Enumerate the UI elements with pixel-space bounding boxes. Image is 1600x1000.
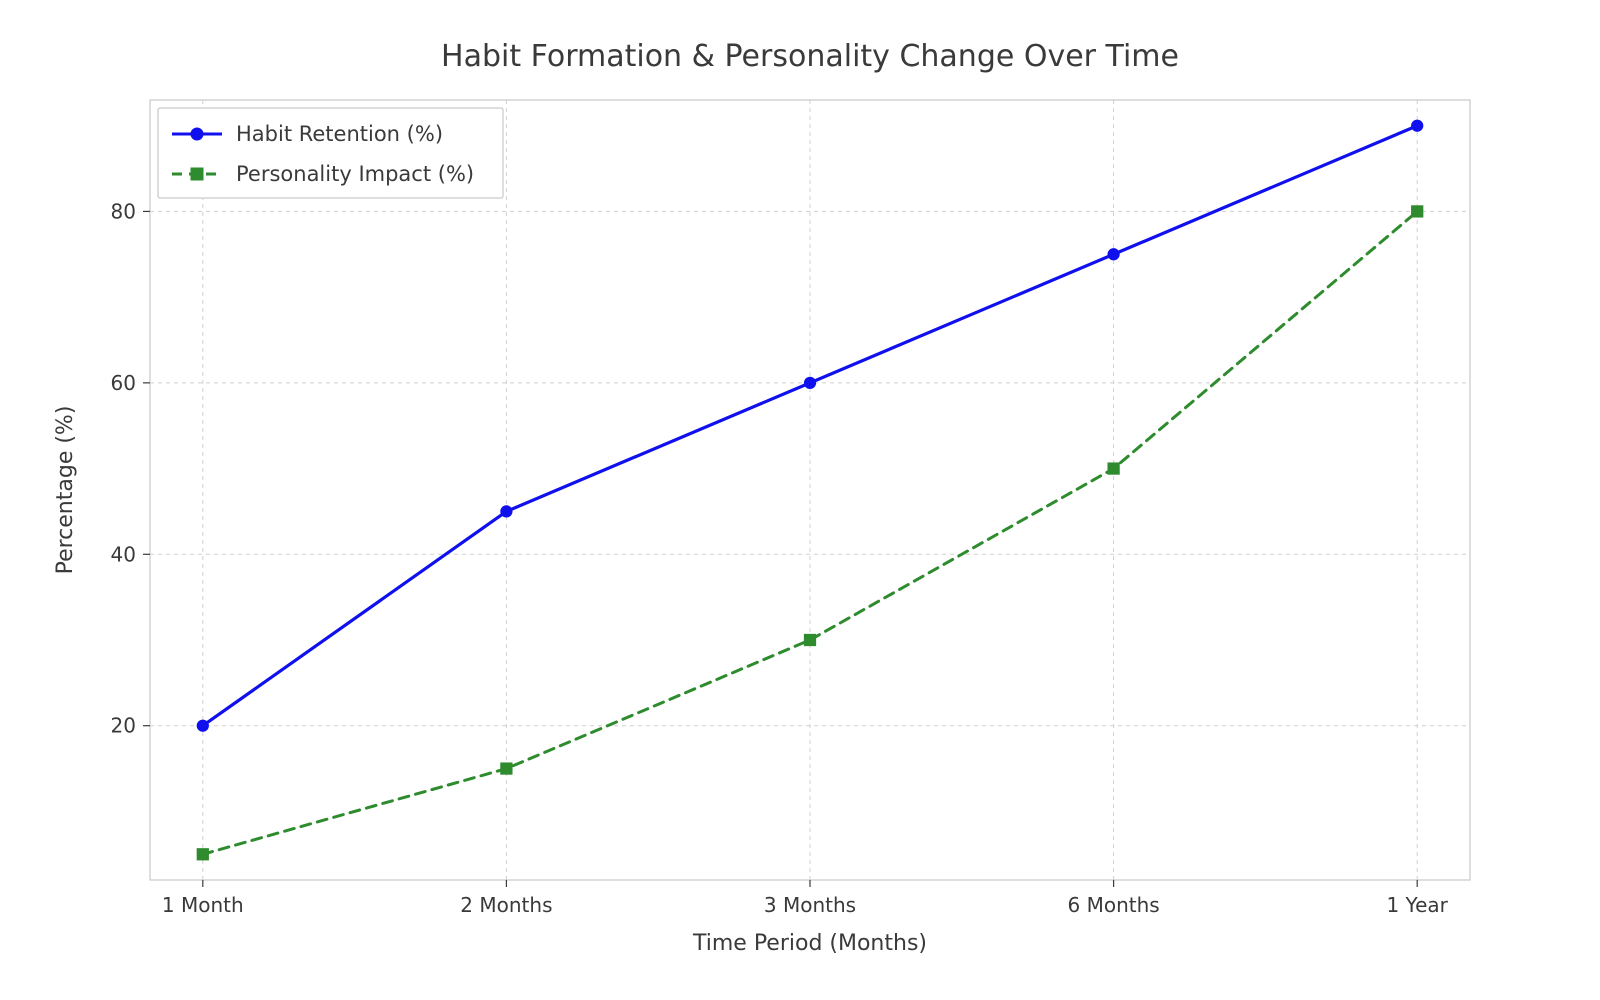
x-tick-label: 6 Months: [1068, 893, 1160, 917]
y-tick-label: 40: [111, 542, 136, 566]
legend-label: Habit Retention (%): [236, 122, 443, 146]
legend: Habit Retention (%) Personality Impact (%…: [158, 108, 503, 198]
y-tick-label: 60: [111, 371, 136, 395]
x-tick-label: 2 Months: [460, 893, 552, 917]
y-tick-label: 80: [111, 199, 136, 223]
x-tick-label: 1 Year: [1386, 893, 1448, 917]
chart-title: Habit Formation & Personality Change Ove…: [441, 39, 1179, 74]
line-chart: 1 Month 2 Months 3 Months 6 Months 1 Year 20 4…: [0, 0, 1600, 1000]
y-tick-label: 20: [111, 714, 136, 738]
legend-label: Personality Impact (%): [236, 162, 474, 186]
x-axis-label: Time Period (Months): [692, 931, 927, 956]
y-axis-label: Percentage (%): [53, 406, 78, 575]
x-tick-label: 3 Months: [764, 893, 856, 917]
x-tick-label: 1 Month: [162, 893, 244, 917]
chart-container: 1 Month 2 Months 3 Months 6 Months 1 Year 20 4…: [0, 0, 1600, 1000]
